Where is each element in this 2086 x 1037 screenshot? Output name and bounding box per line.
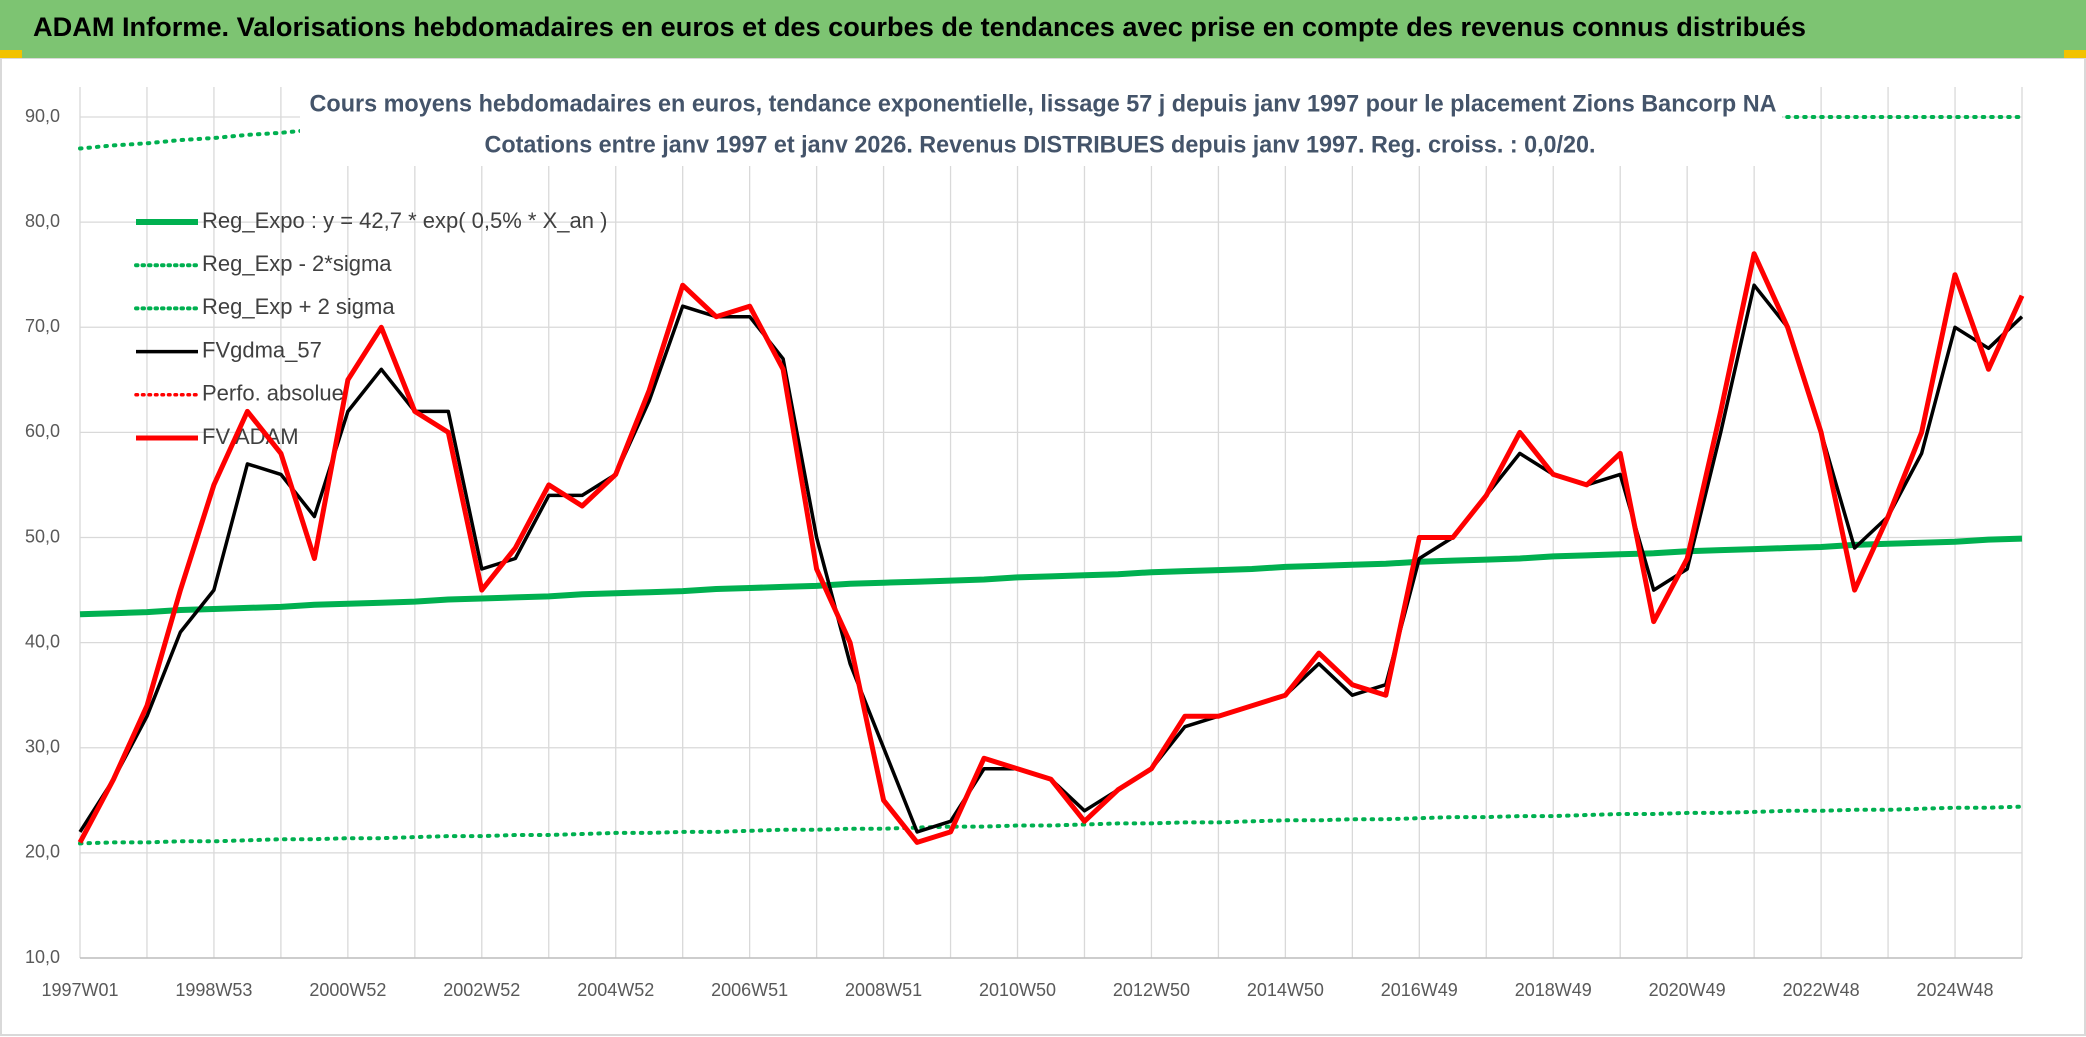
legend-label: Perfo. absolue	[202, 381, 344, 406]
y-tick-label: 30,0	[25, 737, 60, 757]
y-tick-label: 50,0	[25, 526, 60, 546]
series-line	[78, 804, 2024, 846]
y-tick-label: 10,0	[25, 947, 60, 967]
x-tick-label: 2022W48	[1783, 980, 1860, 1000]
header-corner	[2064, 50, 2086, 58]
x-tick-label: 2014W50	[1247, 980, 1324, 1000]
series-line	[79, 535, 2023, 618]
header-title: ADAM Informe. Valorisations hebdomadaire…	[33, 12, 1806, 42]
x-tick-label: 2008W51	[845, 980, 922, 1000]
x-tick-label: 1997W01	[41, 980, 118, 1000]
legend: Reg_Expo : y = 42,7 * exp( 0,5% * X_an )…	[134, 208, 607, 449]
legend-label: Reg_Expo : y = 42,7 * exp( 0,5% * X_an )	[202, 208, 607, 233]
y-tick-label: 20,0	[25, 842, 60, 862]
x-tick-label: 2016W49	[1381, 980, 1458, 1000]
x-tick-label: 1998W53	[175, 980, 252, 1000]
header-corner	[0, 50, 22, 58]
x-tick-label: 2020W49	[1649, 980, 1726, 1000]
y-tick-label: 70,0	[25, 316, 60, 336]
x-tick-label: 2018W49	[1515, 980, 1592, 1000]
legend-label: FV ADAM	[202, 424, 299, 449]
series-line	[77, 251, 2025, 845]
y-tick-label: 40,0	[25, 631, 60, 651]
title-box	[300, 84, 1782, 166]
y-tick-label: 80,0	[25, 211, 60, 231]
chart-subtitle: Cours moyens hebdomadaires en euros, ten…	[310, 90, 1777, 117]
x-tick-label: 2002W52	[443, 980, 520, 1000]
header-bar	[0, 0, 2086, 58]
grid	[79, 87, 2023, 959]
x-tick-label: 2012W50	[1113, 980, 1190, 1000]
x-tick-label: 2024W48	[1917, 980, 1994, 1000]
y-tick-label: 60,0	[25, 421, 60, 441]
y-tick-label: 90,0	[25, 106, 60, 126]
legend-label: Reg_Exp - 2*sigma	[202, 251, 392, 276]
axes: 10,0 20,0 30,0 40,0 50,0 60,0 70,0 80,0 90,0 1997…	[25, 106, 2022, 1000]
x-tick-label: 2006W51	[711, 980, 788, 1000]
chart-subtitle: Cotations entre janv 1997 et janv 2026. …	[485, 131, 1596, 158]
legend-label: FVgdma_57	[202, 337, 322, 362]
legend-label: Reg_Exp + 2 sigma	[202, 294, 395, 319]
x-tick-label: 2010W50	[979, 980, 1056, 1000]
x-tick-label: 2004W52	[577, 980, 654, 1000]
x-tick-label: 2000W52	[309, 980, 386, 1000]
